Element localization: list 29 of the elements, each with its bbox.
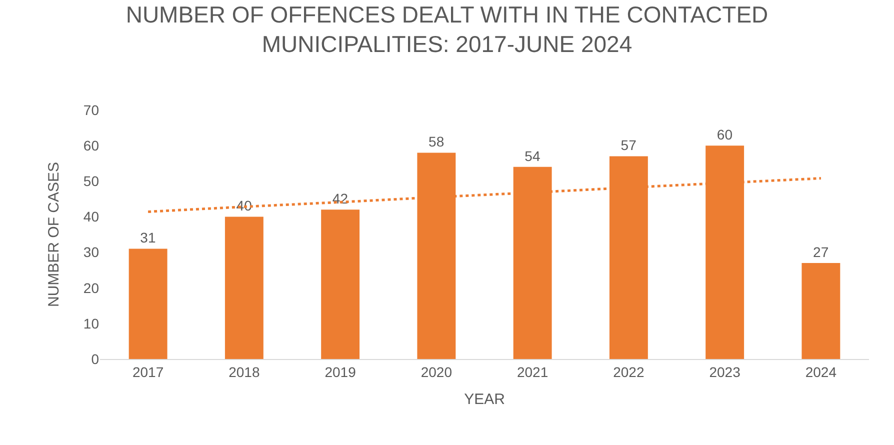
data-label: 31: [140, 230, 156, 246]
x-tick-label: 2019: [324, 364, 356, 380]
data-label: 60: [716, 126, 733, 143]
y-tick-label: 10: [83, 315, 100, 332]
y-tick-label: 60: [83, 137, 100, 154]
x-tick-label: 2024: [805, 364, 837, 380]
y-tick-label: 20: [83, 280, 100, 296]
x-tick-label: 2018: [228, 364, 260, 380]
data-label: 27: [813, 244, 829, 260]
x-axis-title: YEAR: [464, 390, 506, 408]
chart-title: NUMBER OF OFFENCES DEALT WITH IN THE CONTACTED MUNICIPALITIES: 2017-JUNE 2024: [126, 1, 768, 58]
x-tick-label: 2020: [420, 364, 452, 380]
bar: [802, 262, 840, 359]
data-label: 54: [524, 148, 540, 164]
bar: [128, 248, 168, 359]
x-tick-label: 2021: [516, 364, 548, 380]
y-tick-label: 40: [83, 208, 100, 225]
y-tick-label: 30: [83, 244, 100, 260]
y-tick-label: 50: [83, 173, 100, 190]
bar: [321, 210, 360, 359]
x-tick-label: 2023: [709, 364, 741, 380]
data-label: 58: [428, 134, 444, 150]
data-label: 57: [620, 137, 637, 154]
x-tick-label: 2017: [132, 364, 164, 380]
x-tick-label: 2022: [613, 364, 644, 380]
y-tick-label: 70: [83, 102, 100, 118]
bar: [224, 216, 264, 359]
y-axis-title: NUMBER OF CASES: [46, 162, 63, 308]
y-tick-label: 0: [91, 350, 100, 367]
